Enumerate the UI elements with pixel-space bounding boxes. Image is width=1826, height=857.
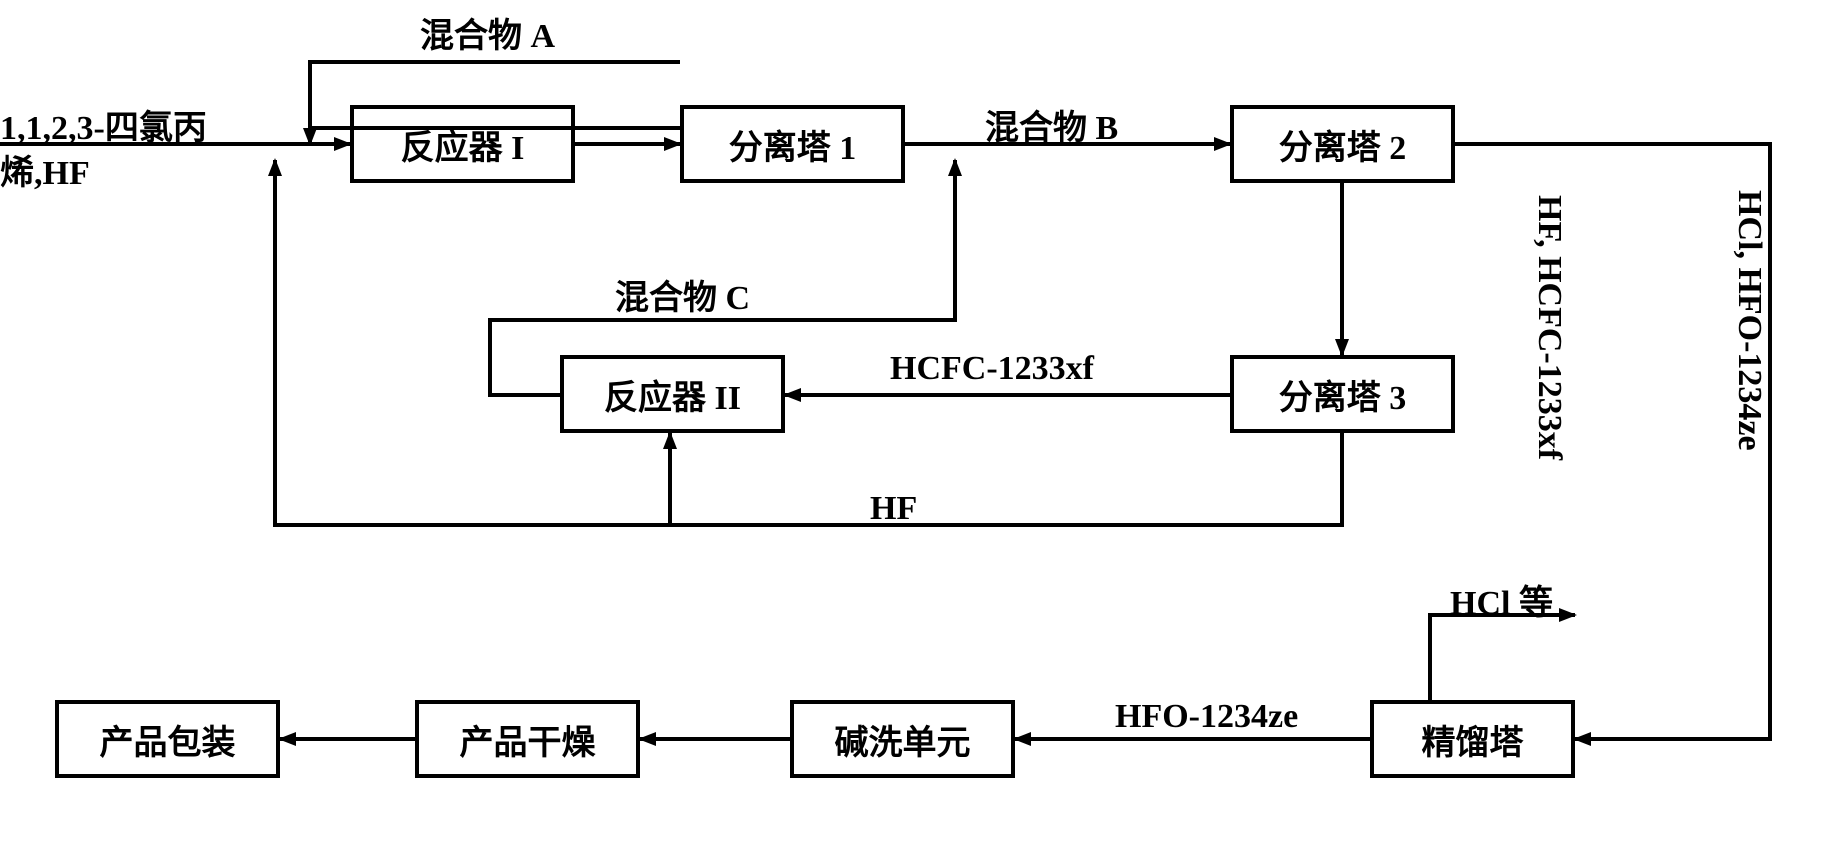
mixture-a-label: 混合物 A: [420, 8, 555, 57]
separator-2-box: 分离塔 2: [1230, 105, 1455, 183]
reactor-2-box: 反应器 II: [560, 355, 785, 433]
separator-3-box: 分离塔 3: [1230, 355, 1455, 433]
sep2-top-stream-label: HCl, HFO-1234ze: [1730, 190, 1768, 451]
drying-box: 产品干燥: [415, 700, 640, 778]
separator-1-box: 分离塔 1: [680, 105, 905, 183]
input-material-label-line1: 1,1,2,3-四氯丙: [0, 100, 207, 149]
mixture-c-label: 混合物 C: [615, 270, 750, 319]
mixture-b-label: 混合物 B: [985, 100, 1118, 149]
rectification-box: 精馏塔: [1370, 700, 1575, 778]
hcfc-1233xf-label: HCFC-1233xf: [890, 350, 1094, 388]
reactor-1-box: 反应器 I: [350, 105, 575, 183]
hfo-1234ze-label: HFO-1234ze: [1115, 698, 1298, 736]
sep2-bottom-stream-label: HF, HCFC-1233xf: [1530, 195, 1568, 460]
hf-label: HF: [870, 490, 917, 528]
alkali-wash-box: 碱洗单元: [790, 700, 1015, 778]
packing-box: 产品包装: [55, 700, 280, 778]
input-material-label-line2: 烯,HF: [0, 145, 90, 194]
hcl-etc-label: HCl 等: [1450, 575, 1553, 624]
